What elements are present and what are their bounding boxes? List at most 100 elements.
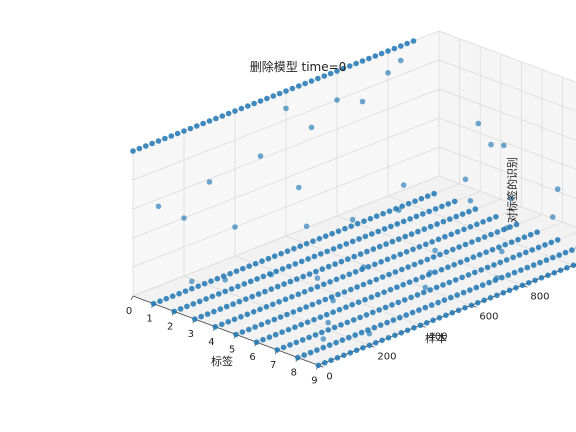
band-point [439, 204, 445, 210]
band-point [372, 262, 378, 268]
x-tick-label: 3 [188, 329, 194, 340]
band-point [403, 312, 409, 318]
outlier-point [334, 97, 340, 103]
band-point [556, 252, 562, 258]
band-point [502, 242, 508, 248]
band-point [464, 257, 470, 263]
band-point [332, 261, 338, 267]
y-tick-label: 0 [326, 371, 332, 382]
band-point [447, 280, 453, 286]
band-point [434, 221, 440, 227]
band-point [501, 290, 507, 296]
band-point [396, 236, 402, 242]
band-point [343, 304, 349, 310]
band-point [130, 148, 136, 154]
band-point [397, 315, 403, 321]
band-point [322, 360, 328, 366]
band-point [240, 329, 246, 335]
band-point [407, 216, 413, 222]
band-point [198, 314, 204, 320]
band-point [189, 286, 195, 292]
band-point [137, 146, 143, 152]
band-point [354, 348, 360, 354]
band-point [405, 328, 411, 334]
band-point [248, 279, 254, 285]
band-point [358, 251, 364, 257]
outlier-point [385, 70, 391, 76]
band-point [156, 138, 162, 144]
band-point [245, 312, 251, 318]
band-point [366, 56, 372, 62]
band-point [351, 254, 357, 260]
band-point [442, 297, 448, 303]
band-point [409, 231, 415, 237]
band-point [371, 246, 377, 252]
band-point [392, 333, 398, 339]
band-point [385, 257, 391, 263]
band-point [449, 232, 455, 238]
outlier-point [494, 275, 500, 281]
band-point [487, 217, 493, 223]
outlier-point [258, 153, 264, 159]
band-point [552, 270, 558, 276]
band-point [507, 288, 513, 294]
band-point [544, 257, 550, 263]
band-point [549, 240, 555, 246]
band-point [417, 244, 423, 250]
band-point [411, 325, 417, 331]
band-point [510, 255, 516, 261]
band-point [345, 256, 351, 262]
band-point [273, 269, 279, 275]
band-point [373, 53, 379, 59]
band-point [352, 332, 358, 338]
band-point [456, 244, 462, 250]
band-point [280, 266, 286, 272]
band-point [395, 221, 401, 227]
band-point [285, 248, 291, 254]
band-point [304, 241, 310, 247]
band-point [337, 244, 343, 250]
band-point [399, 330, 405, 336]
band-point [431, 191, 437, 197]
band-point [170, 293, 176, 299]
band-point [391, 317, 397, 323]
band-point [169, 133, 175, 139]
outlier-point [504, 225, 510, 231]
band-point [375, 229, 381, 235]
band-point [310, 302, 316, 308]
band-point [292, 324, 298, 330]
band-point [481, 298, 487, 304]
band-point [383, 241, 389, 247]
band-point [468, 224, 474, 230]
band-point [203, 296, 209, 302]
outlier-point [401, 182, 407, 188]
band-point [534, 229, 540, 235]
chart-title: 删除模型 time=0 [250, 59, 347, 74]
band-point [335, 292, 341, 298]
band-point [383, 305, 389, 311]
outlier-point [550, 214, 556, 220]
outlier-point [350, 217, 356, 223]
outlier-point [330, 298, 336, 304]
band-point [293, 261, 299, 267]
band-point [276, 299, 282, 305]
band-point [571, 263, 576, 269]
band-point [475, 300, 481, 306]
band-point [245, 103, 251, 109]
y-tick-label: 600 [479, 311, 498, 322]
band-point [410, 247, 416, 253]
band-point [398, 43, 404, 49]
band-point [281, 281, 287, 287]
band-point [364, 312, 370, 318]
band-point [208, 278, 214, 284]
band-point [428, 224, 434, 230]
band-point [446, 201, 452, 207]
band-point [460, 211, 466, 217]
band-point [439, 267, 445, 273]
band-point [447, 216, 453, 222]
band-point [329, 231, 335, 237]
band-point [378, 322, 384, 328]
band-point [431, 254, 437, 260]
band-point [472, 270, 478, 276]
band-point [375, 292, 381, 298]
